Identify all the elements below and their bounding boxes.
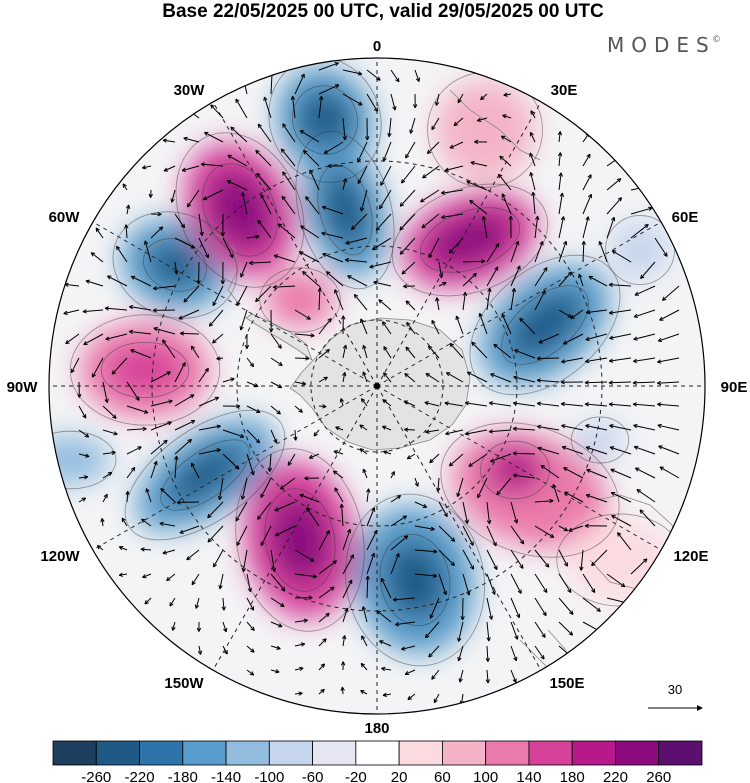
lon-label-180: 180: [364, 720, 389, 737]
colorbar-tick-label: 100: [473, 769, 498, 783]
colorbar-tick-label: -60: [302, 769, 324, 783]
colorbar-tick-label: 20: [391, 769, 408, 783]
lon-label-60e: 60E: [672, 209, 699, 226]
colorbar-swatch: [398, 740, 443, 766]
lon-label-120w: 120W: [40, 548, 80, 565]
colorbar-swatch: [485, 740, 530, 766]
colorbar-swatch: [658, 740, 703, 766]
colorbar-swatch: [95, 740, 140, 766]
colorbar-swatch: [52, 740, 97, 766]
lon-label-120e: 120E: [673, 548, 708, 565]
colorbar-swatch: [182, 740, 227, 766]
reference-vector: 30: [648, 682, 703, 711]
colorbar-tick-label: 140: [516, 769, 541, 783]
colorbar-tick-label: -100: [254, 769, 284, 783]
colorbar-tick-label: -140: [211, 769, 241, 783]
map-frame: [48, 57, 706, 715]
colorbar-tick-label: -260: [81, 769, 111, 783]
lon-label-60w: 60W: [49, 209, 81, 226]
colorbar-tick-label: 60: [434, 769, 451, 783]
modes-logo: MODES ©: [607, 33, 721, 57]
longitude-labels: 0 30E 60E 90E 120E 150E 180 150W 120W 90…: [7, 38, 748, 737]
lon-label-150w: 150W: [164, 675, 204, 692]
colorbar-tick-label: 180: [560, 769, 585, 783]
colorbar-swatch: [615, 740, 660, 766]
south-pole-marker: [374, 383, 380, 389]
colorbar-swatch: [312, 740, 357, 766]
antarctic-peninsula: [245, 313, 313, 362]
lon-label-0: 0: [373, 38, 381, 55]
colorbar-swatch: [225, 740, 270, 766]
colorbar-tick-label: -180: [168, 769, 198, 783]
colorbar-swatch: [355, 740, 400, 766]
south-america-coast: [149, 227, 241, 306]
map-title: Base 22/05/2025 00 UTC, valid 29/05/2025…: [162, 1, 604, 22]
colorbar-tick-label: -220: [125, 769, 155, 783]
lon-label-30e: 30E: [551, 82, 578, 99]
colorbar: -260 -220 -180 -140 -100 -60 -20 20 60 100 140 180 2…: [52, 740, 703, 783]
colorbar-swatch: [139, 740, 184, 766]
lon-label-30w: 30W: [174, 82, 206, 99]
lon-label-90e: 90E: [721, 379, 748, 396]
lon-label-90w: 90W: [7, 379, 39, 396]
colorbar-tick-label: -20: [345, 769, 367, 783]
africa-coast: [449, 89, 541, 161]
polar-disc: [49, 58, 705, 714]
wind-vectors: [63, 62, 680, 705]
colorbar-swatch: [571, 740, 616, 766]
reference-vector-label: 30: [668, 682, 682, 697]
lon-label-150e: 150E: [549, 675, 584, 692]
logo-text: MODES: [607, 33, 716, 57]
colorbar-swatch: [528, 740, 573, 766]
colorbar-tick-label: 260: [646, 769, 671, 783]
colorbar-tick-label: 220: [603, 769, 628, 783]
colorbar-swatch: [441, 740, 487, 766]
colorbar-swatch: [268, 740, 314, 766]
logo-mark: ©: [712, 35, 721, 45]
